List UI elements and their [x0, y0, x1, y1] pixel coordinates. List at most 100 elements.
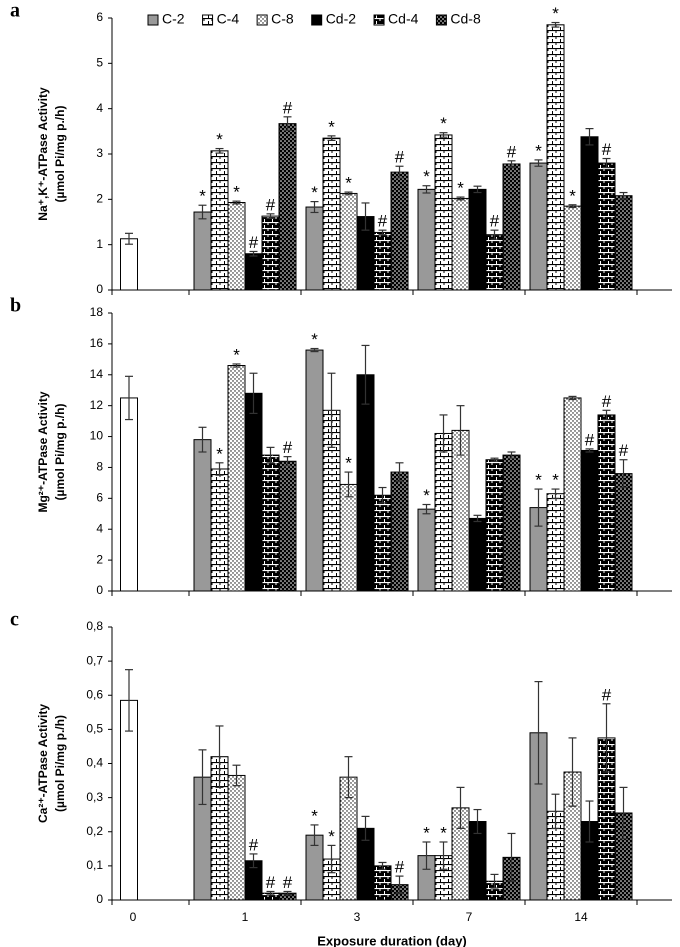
legend-swatch — [202, 14, 214, 26]
y-tick-label: 4 — [96, 101, 103, 115]
significance-marker: * — [199, 187, 206, 206]
bar — [322, 137, 341, 291]
significance-marker: # — [602, 392, 612, 411]
y-axis-label: Mg²⁺-ATPase Activity — [36, 391, 50, 512]
bar — [261, 454, 280, 592]
y-axis-label: (µmol Pi/mg p./h) — [53, 106, 67, 203]
x-tick-label: 0 — [130, 910, 137, 924]
y-tick-label: 0,2 — [86, 824, 103, 838]
x-axis-label: Exposure duration (day) — [317, 933, 467, 947]
y-tick-label: 6 — [96, 491, 103, 505]
y-axis-label: (µmol Pi/mg p./h) — [53, 404, 67, 501]
significance-marker: * — [345, 174, 352, 193]
significance-marker: * — [535, 471, 542, 490]
significance-marker: # — [249, 233, 259, 252]
panel-letter: a — [10, 0, 20, 22]
panel-letter: b — [10, 295, 21, 317]
significance-marker: # — [602, 140, 612, 159]
y-axis-label: Ca²⁺-ATPase Activity — [36, 704, 50, 823]
x-tick-label: 1 — [242, 910, 249, 924]
bar — [193, 439, 212, 592]
bar — [417, 188, 436, 291]
legend-swatch — [373, 14, 385, 26]
bar — [597, 162, 616, 291]
y-tick-label: 0 — [96, 583, 103, 597]
significance-marker: # — [395, 148, 405, 167]
y-tick-label: 0,5 — [86, 722, 103, 736]
y-tick-label: 0,6 — [86, 687, 103, 701]
bar — [339, 192, 358, 291]
bar — [390, 471, 409, 592]
significance-marker: # — [619, 441, 629, 460]
significance-marker: * — [552, 4, 559, 23]
significance-marker: * — [569, 186, 576, 205]
significance-marker: * — [233, 345, 240, 364]
bar — [278, 123, 297, 291]
bar — [468, 188, 487, 291]
bar — [485, 459, 504, 592]
bar — [373, 494, 392, 592]
y-axis-label: Na⁺,K⁺-ATPase Activity — [36, 87, 50, 221]
y-tick-label: 0,4 — [86, 756, 103, 770]
significance-marker: * — [311, 183, 318, 202]
significance-marker: * — [311, 806, 318, 825]
bar — [120, 238, 138, 291]
y-tick-label: 0,8 — [86, 619, 103, 633]
bar — [305, 349, 324, 592]
significance-marker: # — [249, 835, 259, 854]
bar — [373, 865, 392, 901]
significance-marker: * — [423, 486, 430, 505]
y-tick-label: 2 — [96, 192, 103, 206]
significance-marker: * — [328, 827, 335, 846]
significance-marker: # — [378, 212, 388, 231]
significance-marker: # — [283, 873, 293, 892]
bar — [563, 205, 582, 291]
legend-label: Cd-8 — [450, 11, 481, 27]
significance-marker: * — [311, 330, 318, 349]
bar — [356, 374, 375, 592]
x-tick-label: 14 — [574, 910, 588, 924]
y-tick-label: 4 — [96, 521, 103, 535]
bar — [210, 468, 229, 592]
significance-marker: # — [266, 873, 276, 892]
y-tick-label: 18 — [90, 305, 104, 319]
y-tick-label: 14 — [90, 367, 104, 381]
bar — [529, 162, 548, 291]
y-tick-label: 8 — [96, 460, 103, 474]
bar — [244, 253, 263, 291]
significance-marker: # — [266, 195, 276, 214]
x-tick-label: 3 — [354, 910, 361, 924]
y-tick-label: 0,1 — [86, 858, 103, 872]
legend-swatch — [435, 14, 447, 26]
bar — [278, 460, 297, 592]
y-tick-label: 1 — [96, 237, 103, 251]
bar — [120, 397, 138, 592]
bar — [373, 231, 392, 291]
y-tick-label: 0 — [96, 282, 103, 296]
significance-marker: # — [490, 212, 500, 231]
significance-marker: * — [328, 117, 335, 136]
bar — [502, 454, 521, 592]
significance-marker: * — [440, 823, 447, 842]
significance-marker: * — [216, 130, 223, 149]
legend-swatch — [311, 14, 323, 26]
significance-marker: # — [283, 438, 293, 457]
y-tick-label: 12 — [90, 398, 104, 412]
bar — [563, 397, 582, 592]
bar — [261, 215, 280, 291]
bar — [390, 171, 409, 291]
significance-marker: * — [457, 179, 464, 198]
bar — [193, 211, 212, 291]
significance-marker: * — [423, 167, 430, 186]
bar — [580, 136, 599, 291]
legend-label: Cd-2 — [326, 11, 357, 27]
bar — [305, 206, 324, 291]
significance-marker: # — [602, 685, 612, 704]
significance-marker: * — [216, 444, 223, 463]
bar — [546, 24, 565, 291]
y-tick-label: 16 — [90, 336, 104, 350]
y-tick-label: 0 — [96, 892, 103, 906]
bar — [227, 202, 246, 291]
y-tick-label: 0,3 — [86, 790, 103, 804]
